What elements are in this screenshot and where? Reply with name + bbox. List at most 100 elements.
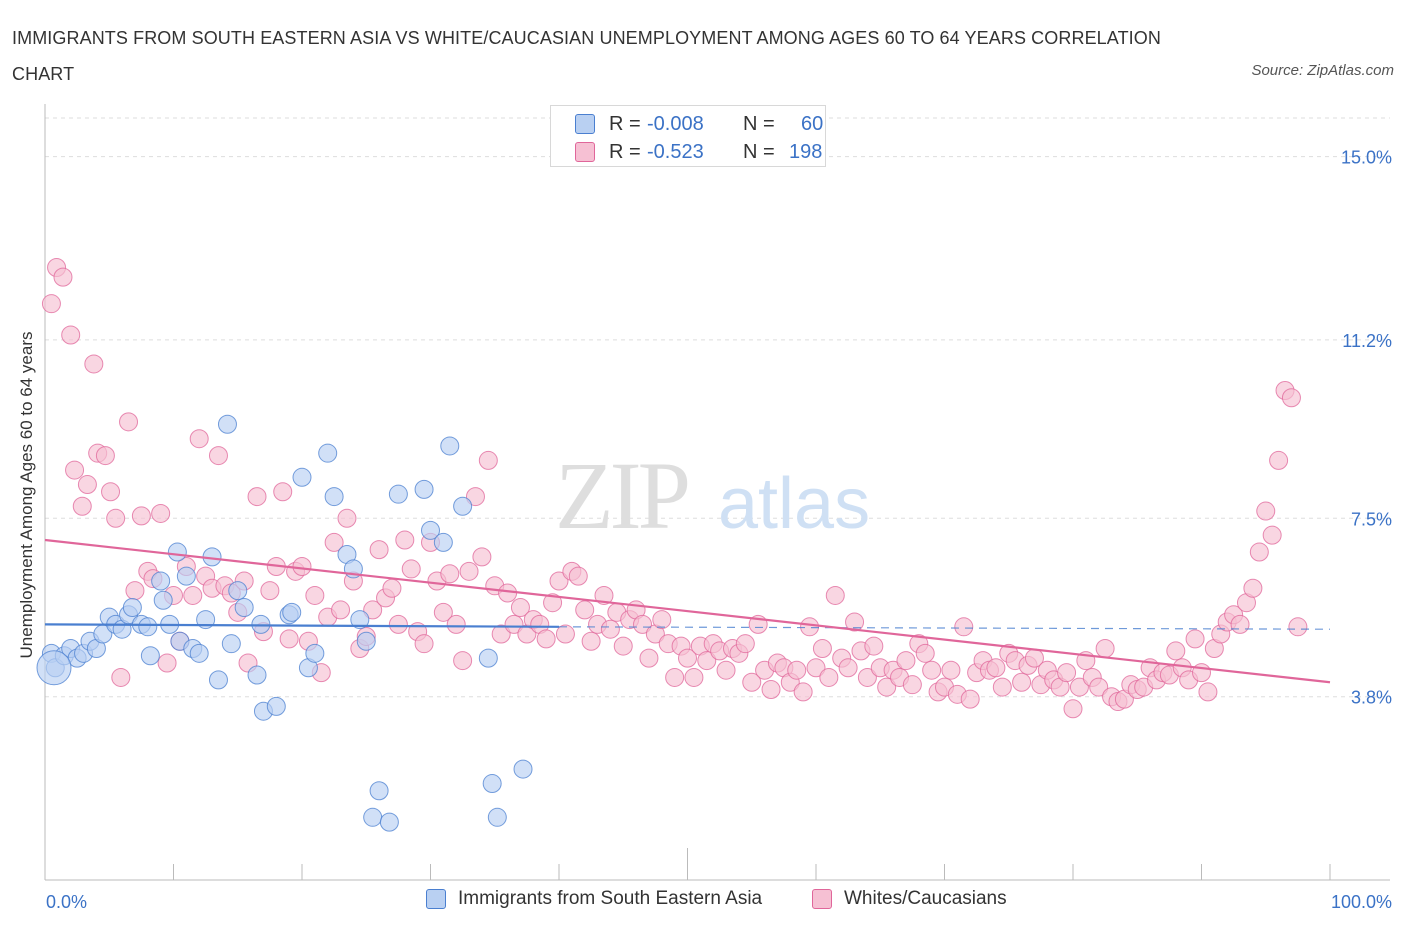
- point-whites: [41, 294, 61, 314]
- point-immigrants: [369, 781, 389, 801]
- point-whites: [633, 614, 653, 634]
- point-whites: [697, 651, 717, 671]
- point-immigrants: [414, 479, 434, 499]
- point-whites: [1249, 542, 1269, 562]
- point-whites: [575, 600, 595, 620]
- point-whites: [838, 658, 858, 678]
- point-whites: [716, 660, 736, 680]
- point-immigrants-cluster: [36, 650, 72, 686]
- point-whites: [992, 677, 1012, 697]
- legend-swatch-pink: [812, 889, 832, 909]
- point-whites: [131, 506, 151, 526]
- point-whites: [922, 660, 942, 680]
- point-whites: [151, 503, 171, 523]
- point-immigrants: [433, 532, 453, 552]
- n-value-whites: 198: [789, 140, 823, 163]
- point-immigrants: [487, 807, 507, 827]
- point-whites: [896, 651, 916, 671]
- legend-swatch-blue: [426, 889, 446, 909]
- point-immigrants: [363, 807, 383, 827]
- r-value-immigrants: -0.008: [647, 112, 704, 135]
- point-whites: [960, 689, 980, 709]
- point-immigrants: [176, 566, 196, 586]
- point-whites: [652, 610, 672, 630]
- legend-item-immigrants: Immigrants from South Eastern Asia: [426, 888, 762, 910]
- legend-item-whites: Whites/Caucasians: [812, 888, 1007, 910]
- point-whites: [279, 629, 299, 649]
- r-label: R =: [609, 112, 641, 135]
- point-whites: [337, 508, 357, 528]
- source-label: Source: ZipAtlas.com: [1251, 62, 1394, 79]
- point-whites: [491, 624, 511, 644]
- point-whites: [915, 643, 935, 663]
- r-value-whites: -0.523: [647, 140, 704, 163]
- series-legend: Immigrants from South Eastern Asia White…: [0, 888, 1406, 918]
- point-whites: [986, 658, 1006, 678]
- point-whites: [1262, 525, 1282, 545]
- point-immigrants: [266, 696, 286, 716]
- point-whites: [465, 487, 485, 507]
- point-immigrants: [478, 648, 498, 668]
- point-whites: [111, 667, 131, 687]
- point-immigrants: [388, 484, 408, 504]
- point-immigrants: [228, 581, 248, 601]
- point-immigrants: [234, 598, 254, 618]
- point-immigrants: [440, 436, 460, 456]
- point-whites: [954, 617, 974, 637]
- trend-line-immigrants: [44, 623, 560, 628]
- legend-row-whites: R = -0.523 N = 198: [575, 138, 822, 166]
- point-whites: [1288, 617, 1308, 637]
- point-whites: [543, 593, 563, 613]
- point-whites: [208, 446, 228, 466]
- y-tick-label: 15.0%: [1341, 148, 1392, 168]
- watermark-zip: ZIP: [555, 442, 688, 549]
- point-whites: [95, 446, 115, 466]
- point-whites: [761, 680, 781, 699]
- point-whites: [101, 482, 121, 502]
- point-whites: [1012, 672, 1032, 692]
- point-whites: [793, 682, 813, 702]
- point-whites: [845, 612, 865, 632]
- point-whites: [812, 639, 832, 659]
- point-immigrants: [513, 759, 533, 779]
- point-whites: [1243, 578, 1263, 598]
- point-whites: [440, 564, 460, 584]
- point-whites: [331, 600, 351, 620]
- point-immigrants: [138, 617, 158, 637]
- point-immigrants: [221, 634, 241, 654]
- point-whites: [1089, 677, 1109, 697]
- point-whites: [433, 602, 453, 622]
- point-whites: [864, 636, 884, 656]
- point-whites: [806, 658, 826, 678]
- point-whites: [665, 667, 685, 687]
- point-whites: [292, 557, 312, 577]
- point-whites: [1269, 450, 1289, 470]
- point-immigrants: [318, 443, 338, 463]
- point-whites: [305, 585, 325, 605]
- trend-lines: [44, 538, 1331, 684]
- trend-line-immigrants-extension: [558, 626, 1331, 630]
- y-tick-label: 3.8%: [1351, 688, 1392, 708]
- n-label: N =: [743, 140, 775, 163]
- point-whites: [388, 614, 408, 634]
- point-immigrants: [140, 646, 160, 666]
- point-immigrants: [421, 520, 440, 540]
- point-whites: [472, 547, 492, 567]
- point-whites: [324, 532, 344, 552]
- point-whites: [247, 487, 267, 507]
- correlation-legend: R = -0.008 N = 60 R = -0.523 N = 198: [550, 105, 826, 167]
- point-whites: [600, 619, 620, 639]
- point-whites: [613, 636, 633, 656]
- point-whites: [1281, 388, 1301, 408]
- axes: [44, 104, 1390, 881]
- point-whites: [72, 496, 92, 516]
- point-whites: [684, 667, 704, 687]
- legend-label-whites: Whites/Caucasians: [844, 888, 1007, 909]
- point-whites: [877, 677, 897, 697]
- point-whites: [639, 648, 659, 668]
- point-whites: [594, 585, 614, 605]
- point-whites: [819, 667, 839, 687]
- point-immigrants: [217, 414, 237, 434]
- point-immigrants: [151, 571, 171, 591]
